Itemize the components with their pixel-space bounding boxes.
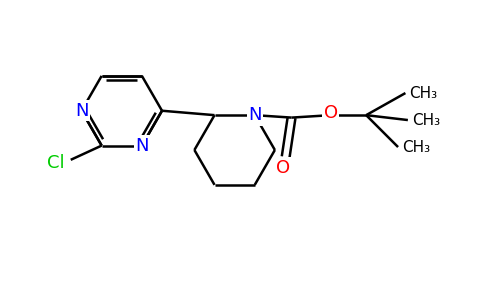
Text: Cl: Cl [47,154,65,172]
Text: N: N [248,106,261,124]
Text: CH₃: CH₃ [412,112,440,128]
Text: N: N [75,102,88,120]
Text: N: N [135,136,149,154]
Text: CH₃: CH₃ [402,140,430,154]
Text: O: O [276,159,290,177]
Text: CH₃: CH₃ [409,85,438,100]
Text: O: O [324,104,338,122]
